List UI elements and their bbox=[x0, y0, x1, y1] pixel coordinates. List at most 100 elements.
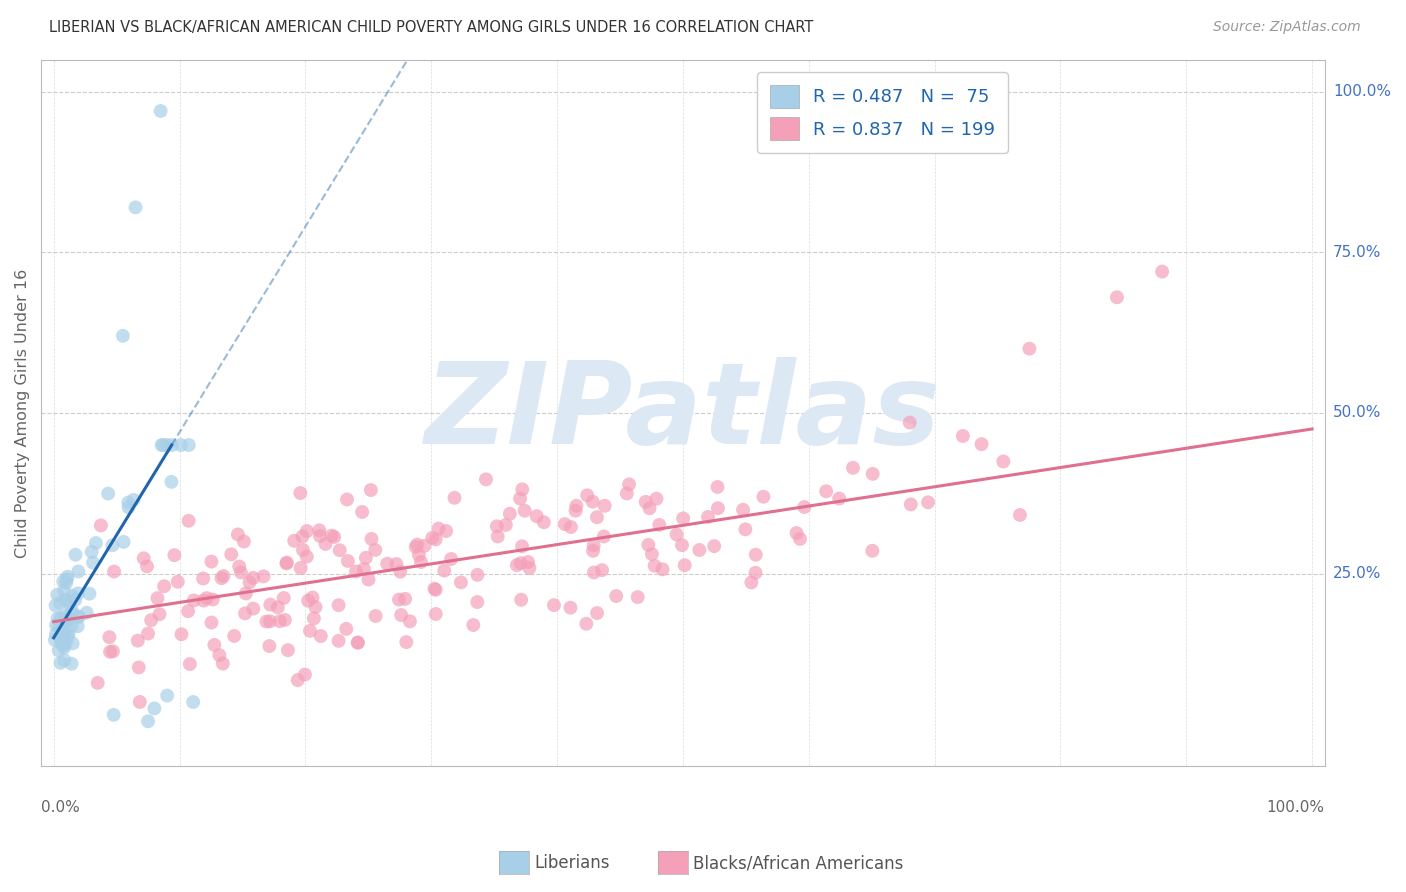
Point bbox=[170, 438, 193, 452]
Point bbox=[52, 637, 75, 651]
Point bbox=[475, 472, 498, 486]
Point bbox=[593, 499, 616, 513]
Point bbox=[582, 494, 605, 508]
Point bbox=[132, 551, 155, 566]
Point bbox=[79, 587, 101, 601]
Point bbox=[141, 613, 163, 627]
Point bbox=[375, 557, 398, 571]
Point bbox=[259, 639, 281, 653]
Text: 100.0%: 100.0% bbox=[1267, 799, 1324, 814]
Point bbox=[238, 575, 260, 590]
Point bbox=[65, 592, 87, 607]
Point bbox=[233, 534, 256, 549]
Point bbox=[60, 604, 83, 618]
Point bbox=[291, 543, 314, 558]
Point bbox=[117, 495, 139, 509]
Point bbox=[651, 562, 673, 576]
Point bbox=[179, 657, 201, 671]
Point bbox=[385, 557, 408, 571]
Point bbox=[152, 438, 174, 452]
Point bbox=[315, 537, 337, 551]
Point bbox=[425, 607, 447, 621]
Point bbox=[360, 483, 382, 497]
Point bbox=[346, 635, 368, 649]
Point bbox=[56, 629, 79, 643]
Point bbox=[952, 429, 974, 443]
Point bbox=[128, 660, 150, 674]
Point bbox=[49, 636, 72, 650]
Point bbox=[576, 488, 599, 502]
Point bbox=[519, 561, 541, 575]
Point bbox=[898, 416, 921, 430]
Point bbox=[740, 575, 762, 590]
Point bbox=[252, 569, 274, 583]
Point bbox=[526, 509, 548, 524]
Point bbox=[76, 606, 98, 620]
Point bbox=[1152, 264, 1174, 278]
Point bbox=[128, 695, 150, 709]
Point bbox=[103, 707, 125, 722]
Point bbox=[509, 491, 531, 506]
Point bbox=[101, 644, 124, 658]
Point bbox=[52, 574, 75, 589]
Point bbox=[195, 591, 218, 606]
Point bbox=[224, 629, 246, 643]
Point bbox=[323, 530, 346, 544]
Point bbox=[49, 631, 72, 645]
Point bbox=[697, 509, 720, 524]
Point bbox=[465, 595, 488, 609]
Point bbox=[641, 547, 664, 561]
Point bbox=[297, 593, 319, 607]
Point bbox=[226, 527, 249, 541]
Point bbox=[259, 598, 281, 612]
Point bbox=[56, 570, 79, 584]
Point bbox=[136, 626, 159, 640]
Point bbox=[45, 627, 67, 641]
Point bbox=[276, 557, 298, 571]
Point bbox=[434, 524, 457, 538]
Point bbox=[60, 657, 83, 671]
Point bbox=[208, 648, 231, 662]
Point bbox=[82, 556, 104, 570]
Point bbox=[752, 490, 775, 504]
Text: 25.0%: 25.0% bbox=[1333, 566, 1381, 581]
Point bbox=[55, 634, 77, 648]
Point bbox=[499, 507, 522, 521]
Point bbox=[533, 515, 555, 529]
Point bbox=[328, 633, 350, 648]
Text: Source: ZipAtlas.com: Source: ZipAtlas.com bbox=[1213, 20, 1361, 34]
Point bbox=[321, 528, 343, 542]
Point bbox=[634, 495, 657, 509]
Point bbox=[638, 501, 661, 516]
Point bbox=[163, 548, 186, 562]
Point bbox=[450, 575, 472, 590]
Point bbox=[52, 620, 75, 634]
Point bbox=[745, 548, 768, 562]
Point bbox=[388, 592, 411, 607]
Point bbox=[731, 502, 754, 516]
Point bbox=[408, 548, 430, 562]
Point bbox=[143, 701, 166, 715]
Point bbox=[45, 618, 67, 632]
Point bbox=[60, 606, 83, 620]
Point bbox=[53, 626, 76, 640]
Point bbox=[586, 510, 609, 524]
Point bbox=[842, 460, 865, 475]
Point bbox=[200, 555, 222, 569]
Point bbox=[127, 633, 149, 648]
Point bbox=[287, 673, 309, 687]
Point bbox=[55, 576, 77, 591]
Point bbox=[49, 611, 72, 625]
Point bbox=[970, 437, 993, 451]
Point bbox=[344, 565, 367, 579]
Text: 0.0%: 0.0% bbox=[41, 799, 80, 814]
Point bbox=[605, 589, 627, 603]
Point bbox=[485, 519, 508, 533]
Point bbox=[734, 522, 756, 536]
Point bbox=[283, 533, 305, 548]
Point bbox=[53, 608, 76, 623]
Point bbox=[443, 491, 465, 505]
Point bbox=[56, 595, 79, 609]
Point bbox=[51, 627, 73, 641]
Point bbox=[156, 689, 179, 703]
